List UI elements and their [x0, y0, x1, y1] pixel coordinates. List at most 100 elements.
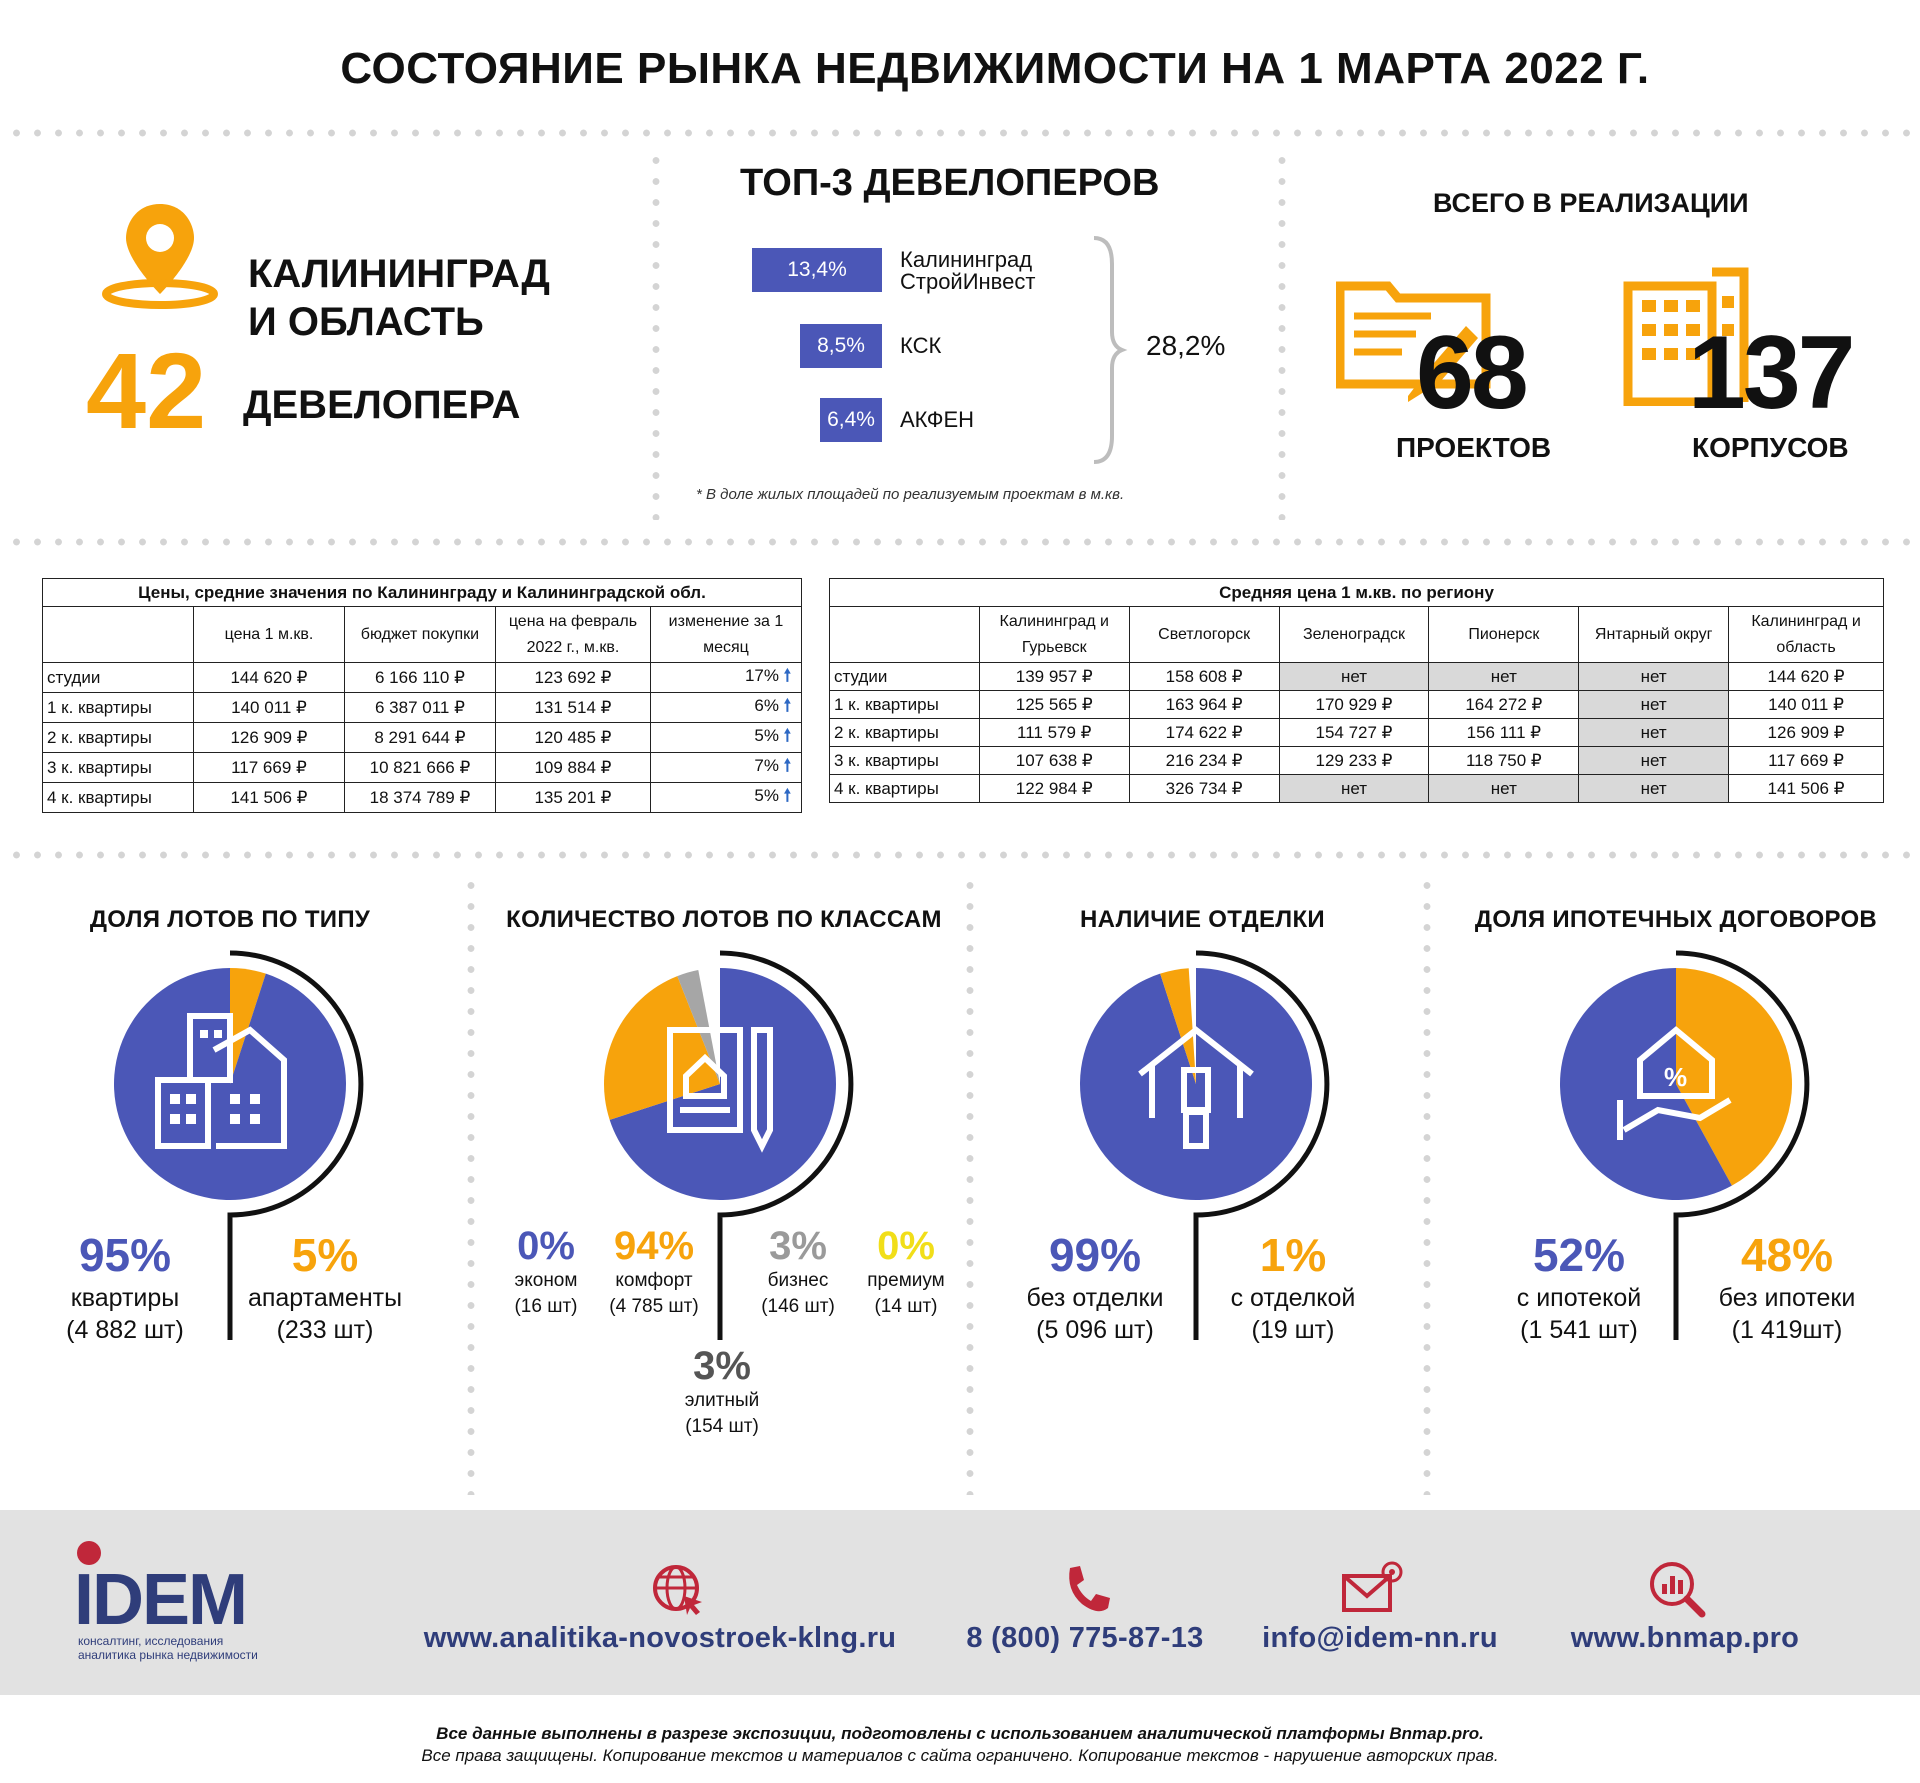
developer-name: Калининград СтройИнвест — [900, 249, 1035, 293]
divider — [6, 851, 1920, 859]
table-cell: студии — [829, 662, 980, 691]
logo-subtitle: консалтинг, исследования аналитика рынка… — [78, 1634, 258, 1662]
table-cell: 118 750 ₽ — [1428, 746, 1580, 775]
region-name-line1: КАЛИНИНГРАД — [248, 252, 550, 296]
phone-icon — [1069, 1566, 1110, 1612]
class-comfort-count: (4 785 шт) — [609, 1296, 699, 1317]
apartments-count: (233 шт) — [276, 1316, 374, 1344]
logo-subtitle-line2: аналитика рынка недвижимости — [78, 1648, 258, 1662]
logo-subtitle-line1: консалтинг, исследования — [78, 1634, 224, 1648]
developer-name: АКФЕН — [900, 409, 974, 431]
up-arrow-icon: 🠕 — [783, 666, 791, 685]
table-row: студии 139 957 ₽158 608 ₽ нет нет нет 144 620… — [829, 662, 1884, 691]
no-mortgage-label: без ипотеки — [1718, 1284, 1856, 1312]
divider — [6, 129, 1920, 137]
logo-dot-icon — [77, 1541, 101, 1565]
column-header: Калининград и Гурьевск — [978, 606, 1130, 663]
table-cell: 6 166 110 ₽ — [343, 662, 496, 693]
lot-types-pie-slice — [113, 968, 346, 1200]
buildings-icon — [1623, 267, 1749, 406]
table-row: 4 к. квартиры 122 984 ₽326 734 ₽ нет нет нет… — [829, 774, 1884, 803]
up-arrow-icon: 🠕 — [783, 786, 791, 805]
globe-icon — [653, 1565, 702, 1615]
table-cell: 4 к. квартиры — [42, 782, 194, 813]
table-cell: нет — [1578, 662, 1730, 691]
class-econom-pct: 0% — [517, 1224, 575, 1268]
pie-charts: % — [113, 950, 1810, 1340]
class-comfort-pct: 94% — [613, 1224, 695, 1268]
class-premium-count: (14 шт) — [874, 1296, 938, 1317]
table-cell: 1 к. квартиры — [42, 692, 194, 723]
buildings-pie-icon — [155, 1013, 287, 1149]
table-cell: 5% 🠕 — [649, 782, 803, 813]
with-finishing-label: с отделкой — [1230, 1284, 1356, 1312]
mortgage-pie-slice — [1676, 968, 1792, 1186]
lot-classes-pie-slice — [604, 976, 720, 1120]
divider — [652, 150, 660, 520]
table-cell: 4 к. квартиры — [829, 774, 980, 803]
svg-text:%: % — [1664, 1062, 1687, 1092]
column-header: Зеленоградск — [1278, 606, 1430, 663]
table-cell: 6 387 011 ₽ — [343, 692, 496, 723]
table-cell: 120 485 ₽ — [494, 722, 651, 753]
class-econom-label: эконом — [514, 1270, 578, 1291]
email-icon — [1342, 1561, 1403, 1612]
change-value: 5% — [754, 726, 779, 745]
table-cell: 141 506 ₽ — [192, 782, 345, 813]
lot-classes-pie-ring — [717, 950, 854, 1340]
column-header: Калининград и область — [1728, 606, 1884, 663]
lot-types-pie-ring — [227, 950, 364, 1340]
table-cell: 17% 🠕 — [649, 662, 803, 693]
finishing-pie-ring — [1193, 950, 1330, 1340]
table-cell: 6% 🠕 — [649, 692, 803, 723]
email-link[interactable]: info@idem-nn.ru — [1262, 1622, 1498, 1654]
no-finishing-count: (5 096 шт) — [1036, 1316, 1154, 1344]
region-prices-table: Средняя цена 1 м.кв. по региону Калининг… — [829, 578, 1884, 803]
phone-link[interactable]: 8 (800) 775-87-13 — [966, 1622, 1204, 1654]
table-row: студии 144 620 ₽6 166 110 ₽123 692 ₽17% 🠕 — [42, 662, 803, 693]
buildings-count: 137 — [1688, 315, 1856, 431]
developer-name: КСК — [900, 335, 941, 357]
table-cell: 109 884 ₽ — [494, 752, 651, 783]
location-pin-icon — [102, 204, 218, 309]
footer: IDEM консалтинг, исследования аналитика … — [0, 1510, 1920, 1695]
projects-count: 68 — [1416, 315, 1529, 431]
apartments-flat-label: квартиры — [70, 1284, 180, 1312]
site-link[interactable]: www.analitika-novostroek-klng.ru — [423, 1622, 897, 1654]
developer-name-line1: КСК — [900, 333, 942, 358]
table-cell: 3 к. квартиры — [42, 752, 194, 783]
table-cell: 140 011 ₽ — [192, 692, 345, 723]
table-cell: 117 669 ₽ — [192, 752, 345, 783]
top3-total: 28,2% — [1146, 330, 1226, 361]
apartments-pct: 5% — [291, 1229, 359, 1281]
table-cell: нет — [1578, 718, 1730, 747]
table-cell: 140 011 ₽ — [1728, 690, 1884, 719]
developer-bar: 8,5% — [800, 324, 882, 368]
change-value: 7% — [754, 756, 779, 775]
prices-table: Цены, средние значения по Калининграду и… — [42, 578, 803, 813]
mortgage-pie-slice — [1559, 968, 1732, 1200]
developer-name-line2: СтройИнвест — [900, 269, 1036, 294]
table-cell: 326 734 ₽ — [1128, 774, 1280, 803]
mortgage-pie-ring — [1673, 950, 1810, 1340]
divider — [966, 875, 974, 1495]
table-cell: 1 к. квартиры — [829, 690, 980, 719]
change-value: 6% — [754, 696, 779, 715]
table-cell: нет — [1278, 662, 1430, 691]
class-business-pct: 3% — [769, 1224, 827, 1268]
apartments-flat-count: (4 882 шт) — [66, 1316, 184, 1344]
table-cell: 10 821 666 ₽ — [343, 752, 496, 783]
realization-title: ВСЕГО В РЕАЛИЗАЦИИ — [1433, 188, 1749, 218]
class-econom-count: (16 шт) — [514, 1296, 578, 1317]
table-cell: 8 291 644 ₽ — [343, 722, 496, 753]
divider — [1423, 875, 1431, 1495]
no-mortgage-pct: 48% — [1740, 1229, 1834, 1281]
lot-types-pie-slice — [230, 968, 266, 1084]
developer-name-line1: Калининград — [900, 247, 1033, 272]
developer-bar: 6,4% — [820, 398, 882, 442]
analytics-search-icon — [1650, 1562, 1706, 1618]
finishing-title: НАЛИЧИЕ ОТДЕЛКИ — [1080, 906, 1325, 933]
up-arrow-icon: 🠕 — [783, 696, 791, 715]
bnmap-link[interactable]: www.bnmap.pro — [1570, 1622, 1800, 1654]
folder-document-icon — [1336, 281, 1491, 402]
